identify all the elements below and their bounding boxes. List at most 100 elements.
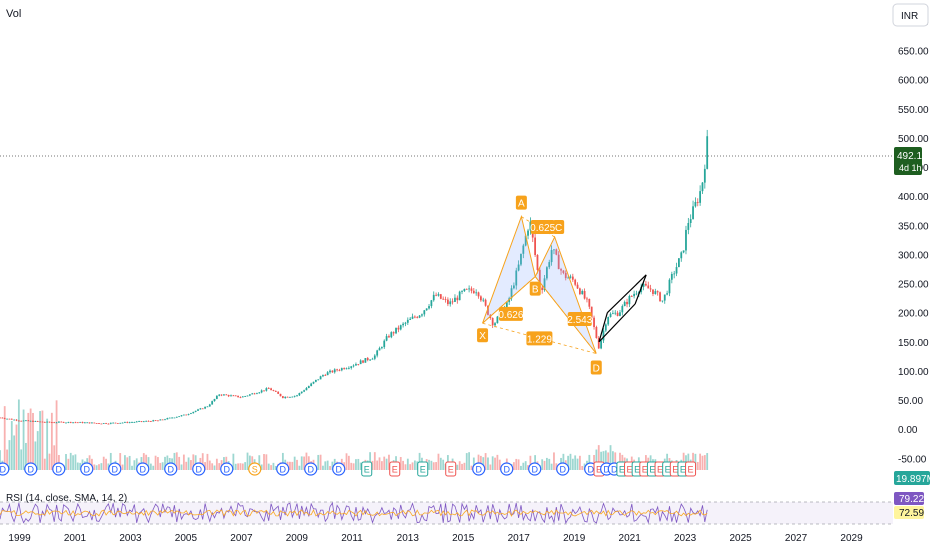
volume-bar [133,460,135,470]
volume-bar [65,454,67,470]
candle-body [485,300,487,306]
candle-body [357,364,359,365]
candle-body [364,358,366,363]
volume-badge-value: 19.897M [896,474,932,485]
volume-bar [188,457,190,470]
candle-body [482,300,484,301]
time-tick: 2017 [508,533,531,544]
candle-body [211,401,213,404]
candle-body [426,308,428,310]
volume-bar [298,466,300,470]
marker-letter: E [634,465,640,475]
candle-body [148,421,150,422]
candle-body [75,422,77,423]
candle-body [671,274,673,280]
volume-bar [67,459,69,470]
volume-bar [546,458,548,470]
candle-body [402,324,404,325]
volume-bar [581,466,583,470]
candle-body [706,136,708,169]
candle-body [4,418,6,419]
candle-body [537,255,539,270]
candle-body [414,317,416,318]
marker-letter: D [140,465,147,475]
volume-bar [494,458,496,470]
volume-bar [353,463,355,470]
candle-body [42,422,44,423]
candle-body [471,288,473,290]
volume-bar [428,460,430,470]
volume-bar [468,452,470,470]
candle-body [386,336,388,341]
volume-bar [402,461,404,470]
candle-body [25,420,27,421]
time-tick: 2025 [729,533,752,544]
candle-body [572,277,574,280]
volume-bar [178,457,180,470]
candle-body [669,280,671,293]
candle-body [685,230,687,251]
candle-body [662,301,664,302]
candle-body [237,396,239,397]
candle-body [216,396,218,399]
pattern-point-b-text: B [532,285,539,296]
candle-body [633,294,635,296]
candle-body [34,421,36,422]
pattern-point-d-text: D [593,364,600,375]
candle-body [84,422,86,423]
candle-body [51,422,53,423]
volume-bar [273,463,275,470]
volume-bar [30,409,32,470]
candle-body [16,420,18,421]
candle-body [70,422,72,423]
candle-body [692,206,694,219]
marker-letter: D [559,465,566,475]
candle-body [313,382,315,384]
volume-bar [520,466,522,470]
candle-body [129,422,131,423]
marker-letter: D [503,465,510,475]
candle-body [150,421,152,422]
candle-body [379,348,381,350]
candle-body [322,375,324,376]
volume-bar [322,466,324,470]
volume-bar [386,459,388,470]
candle-body [310,384,312,387]
candle-body [131,422,133,423]
volume-bar [56,400,58,470]
volume-bar [346,453,348,470]
candle-body [463,289,465,291]
candle-body [473,291,475,293]
volume-bar [492,456,494,470]
candle-body [628,296,630,304]
candle-body [475,292,477,293]
candle-body [30,421,32,422]
candle-body [324,375,326,376]
volume-bar [265,454,267,470]
candle-body [56,423,58,424]
candle-body [428,306,430,308]
candle-body [218,395,220,396]
pattern-ratio-text: 1.229 [527,334,552,345]
candle-body [454,298,456,302]
candle-body [298,393,300,395]
volume-bar [27,413,29,470]
volume-bar [301,456,303,470]
candle-body [228,395,230,396]
candle-body [612,313,614,314]
candle-body [67,422,69,423]
candle-body [367,358,369,360]
time-tick: 2019 [563,533,586,544]
volume-bar [438,454,440,470]
candle-body [466,289,468,290]
candle-body [341,368,343,370]
volume-bar [357,459,359,470]
candle-body [468,288,470,289]
candle-body [494,323,496,325]
candle-body [273,390,275,391]
marker-letter: D [223,465,230,475]
candle-body [247,396,249,397]
volume-bar [211,463,213,470]
candle-body [308,386,310,388]
